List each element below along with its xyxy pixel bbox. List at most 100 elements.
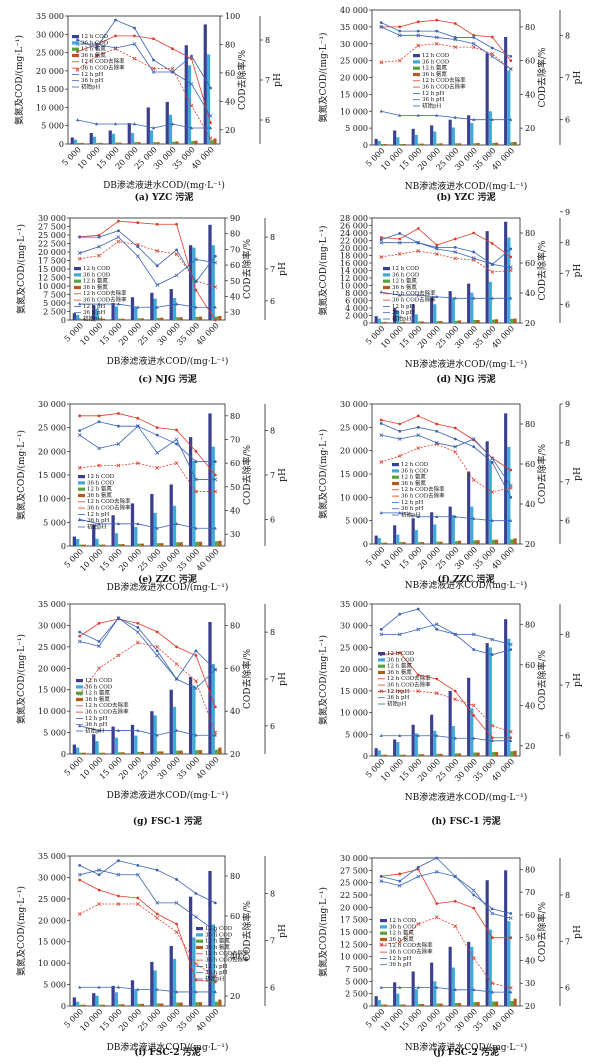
point-初始pH xyxy=(78,302,82,306)
point-初始pH xyxy=(453,296,457,300)
bar-12-h-COD xyxy=(169,289,173,320)
point-12-h-COD去除率 xyxy=(97,414,101,418)
point-初始pH xyxy=(435,514,439,518)
point-36-h-pH xyxy=(97,644,101,649)
legend-entry: 36 h COD xyxy=(392,272,420,278)
point-36-h-COD去除率 xyxy=(453,450,458,454)
point-初始pH xyxy=(453,736,457,740)
point-初始pH xyxy=(213,305,217,309)
point-初始pH xyxy=(435,113,439,117)
bar-12-h-氨氮 xyxy=(98,544,102,546)
point-36-h-pH xyxy=(97,446,101,451)
point-12-h-pH xyxy=(78,630,82,634)
bar-36-h-COD xyxy=(451,297,455,323)
bar-36-h-氨氮 xyxy=(101,318,106,320)
line-12-h-COD去除率 xyxy=(381,652,511,739)
y-tick-label: 0 xyxy=(61,316,66,325)
point-36-h-COD去除率 xyxy=(453,697,458,702)
y-tick-label: 5 000 xyxy=(43,981,66,990)
point-36-h-pH xyxy=(189,82,194,86)
legend-swatch xyxy=(383,279,390,283)
y-axis-label: 氨氮及COD/(mg·L⁻¹) xyxy=(317,32,329,122)
y-tick-label: 10 000 xyxy=(38,495,66,504)
legend-entry: 12 h 氨氮 xyxy=(387,662,413,670)
point-初始pH xyxy=(435,985,439,989)
y-tick-label: 35 000 xyxy=(38,600,66,609)
bar-12-h-氨氮 xyxy=(176,1002,180,1006)
ph-tick-label: 7 xyxy=(270,936,275,945)
legend-entry: 12 h COD xyxy=(392,266,420,272)
legend-swatch xyxy=(76,691,83,695)
point-12-h-COD去除率 xyxy=(435,18,439,22)
bar-12-h-氨氮 xyxy=(399,143,403,145)
point-36-h-pH xyxy=(213,477,218,482)
y-tick-label: 20 000 xyxy=(340,74,368,83)
point-36-h-COD去除率 xyxy=(116,902,121,906)
y-axis-label: 氨氮及COD/(mg·L⁻¹) xyxy=(13,35,25,125)
point-36-h-COD去除率 xyxy=(155,466,160,470)
point-12-h-COD去除率 xyxy=(490,35,494,39)
bar-12-h-氨氮 xyxy=(79,752,83,754)
bar-36-h-氨氮 xyxy=(179,317,183,320)
bar-12-h-COD xyxy=(92,524,96,546)
bar-36-h-COD xyxy=(95,741,99,754)
legend-entry: 12 h COD xyxy=(422,53,450,59)
legend-swatch xyxy=(413,54,420,58)
y-axis-label: 氨氮及COD/(mg·L⁻¹) xyxy=(317,887,329,977)
line-12-h-COD去除率 xyxy=(79,413,216,476)
bar-36-h-氨氮 xyxy=(476,752,480,756)
bar-36-h-氨氮 xyxy=(121,752,125,754)
legend-entry: 12 h 氨氮 xyxy=(389,929,415,937)
legend-swatch xyxy=(196,945,203,950)
point-初始pH xyxy=(213,990,217,994)
bar-12-h-COD xyxy=(393,308,397,323)
point-12-h-pH xyxy=(435,429,439,433)
y-tick-label: 30 000 xyxy=(38,873,66,882)
bar-36-h-COD xyxy=(76,314,80,320)
bar-12-h-COD xyxy=(188,437,193,546)
point-12-h-pH xyxy=(472,36,476,39)
legend-entry: 12 h 氨氮 xyxy=(83,277,109,285)
bar-36-h-氨氮 xyxy=(137,142,141,144)
legend-entry: 36 h pH xyxy=(205,970,228,976)
legend-swatch xyxy=(78,493,85,498)
legend-entry: 12 h COD xyxy=(85,678,113,684)
bar-36-h-氨氮 xyxy=(156,142,160,144)
bar-12-h-氨氮 xyxy=(454,753,459,756)
point-12-h-COD去除率 xyxy=(213,705,217,709)
y2-tick-label: 60 xyxy=(230,459,240,468)
bar-12-h-氨氮 xyxy=(399,542,403,544)
bar-36-h-COD xyxy=(187,65,192,144)
point-36-h-pH xyxy=(155,900,160,905)
plot-frame xyxy=(69,603,226,755)
ph-tick-label: 9 xyxy=(565,208,570,217)
line-初始pH xyxy=(79,986,216,993)
panel-caption: (g) FSC-1 污泥 xyxy=(133,815,202,827)
point-12-h-COD去除率 xyxy=(472,33,476,37)
y2-tick-label: 20 xyxy=(230,750,240,759)
bar-36-h-COD xyxy=(396,310,400,323)
panel-caption: (c) NJG 污泥 xyxy=(138,373,196,385)
point-12-h-COD去除率 xyxy=(453,689,457,693)
bar-36-h-氨氮 xyxy=(495,1001,499,1006)
line-12-h-COD去除率 xyxy=(381,19,512,61)
point-初始pH xyxy=(509,739,513,742)
bar-36-h-COD xyxy=(377,140,381,145)
bar-36-h-氨氮 xyxy=(384,143,388,145)
bar-36-h-COD xyxy=(95,995,99,1006)
bar-36-h-氨氮 xyxy=(160,317,164,320)
legend-entry: 36 h COD xyxy=(85,684,113,690)
bar-12-h-COD xyxy=(146,107,150,144)
bar-36-h-COD xyxy=(470,946,474,1006)
bar-12-h-COD xyxy=(111,515,115,546)
y-tick-label: 15 000 xyxy=(38,938,66,947)
line-36-h-COD去除率 xyxy=(381,443,511,493)
bar-36-h-COD xyxy=(396,742,400,756)
point-初始pH xyxy=(453,115,457,119)
point-初始pH xyxy=(398,733,402,737)
point-初始pH xyxy=(170,122,175,126)
bar-36-h-氨氮 xyxy=(99,142,103,144)
y-axis-label: 氨氮及COD/(mg·L⁻¹) xyxy=(317,225,329,315)
